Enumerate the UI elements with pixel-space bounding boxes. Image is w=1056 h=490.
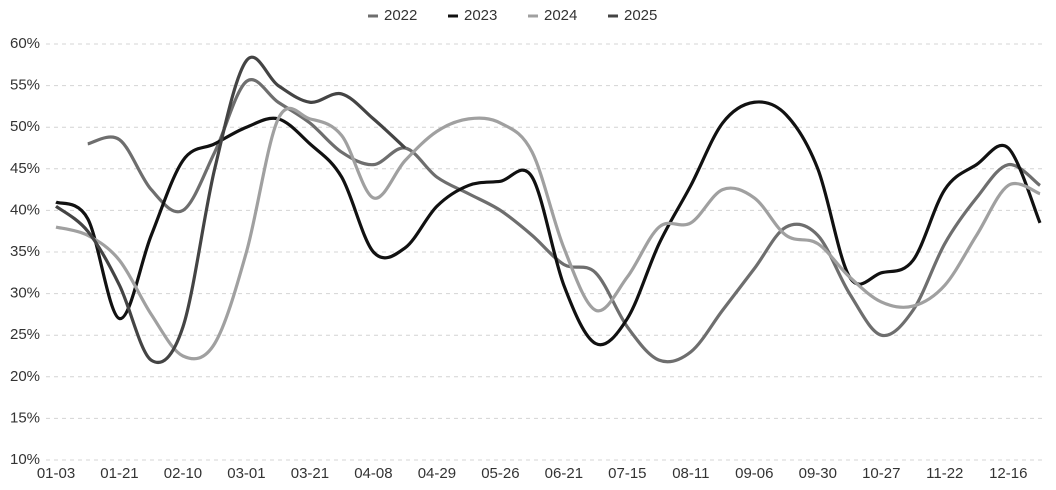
x-tick-label: 03-21 xyxy=(291,465,329,482)
x-tick-label: 09-06 xyxy=(735,465,773,482)
series-line xyxy=(87,78,1041,364)
x-tick-label: 07-15 xyxy=(608,465,646,482)
x-tick-label: 06-21 xyxy=(545,465,583,482)
legend-label: 2025 xyxy=(624,7,657,24)
x-tick-label: 03-01 xyxy=(227,465,265,482)
x-tick-label: 09-30 xyxy=(799,465,837,482)
x-tick-label: 05-26 xyxy=(481,465,519,482)
y-tick-label: 45% xyxy=(10,160,40,177)
x-tick-label: 01-03 xyxy=(37,465,75,482)
y-tick-label: 35% xyxy=(10,243,40,260)
legend-label: 2022 xyxy=(384,7,417,24)
y-tick-label: 60% xyxy=(10,35,40,52)
series-line xyxy=(55,55,407,364)
x-tick-label: 02-10 xyxy=(164,465,202,482)
x-tick-label: 10-27 xyxy=(862,465,900,482)
y-tick-label: 15% xyxy=(10,409,40,426)
y-tick-label: 50% xyxy=(10,118,40,135)
x-tick-label: 12-16 xyxy=(989,465,1027,482)
x-tick-label: 08-11 xyxy=(672,465,709,482)
legend-label: 2023 xyxy=(464,7,497,24)
x-tick-label: 04-08 xyxy=(354,465,392,482)
y-tick-label: 40% xyxy=(10,201,40,218)
y-tick-label: 30% xyxy=(10,285,40,302)
x-tick-label: 11-22 xyxy=(926,465,963,482)
series-line xyxy=(55,106,1041,361)
x-tick-label: 01-21 xyxy=(100,465,138,482)
legend-label: 2024 xyxy=(544,7,577,24)
y-tick-label: 10% xyxy=(10,451,40,468)
y-tick-label: 20% xyxy=(10,368,40,385)
y-tick-label: 25% xyxy=(10,326,40,343)
y-tick-label: 55% xyxy=(10,77,40,94)
series-line xyxy=(55,100,1042,347)
x-tick-label: 04-29 xyxy=(418,465,456,482)
